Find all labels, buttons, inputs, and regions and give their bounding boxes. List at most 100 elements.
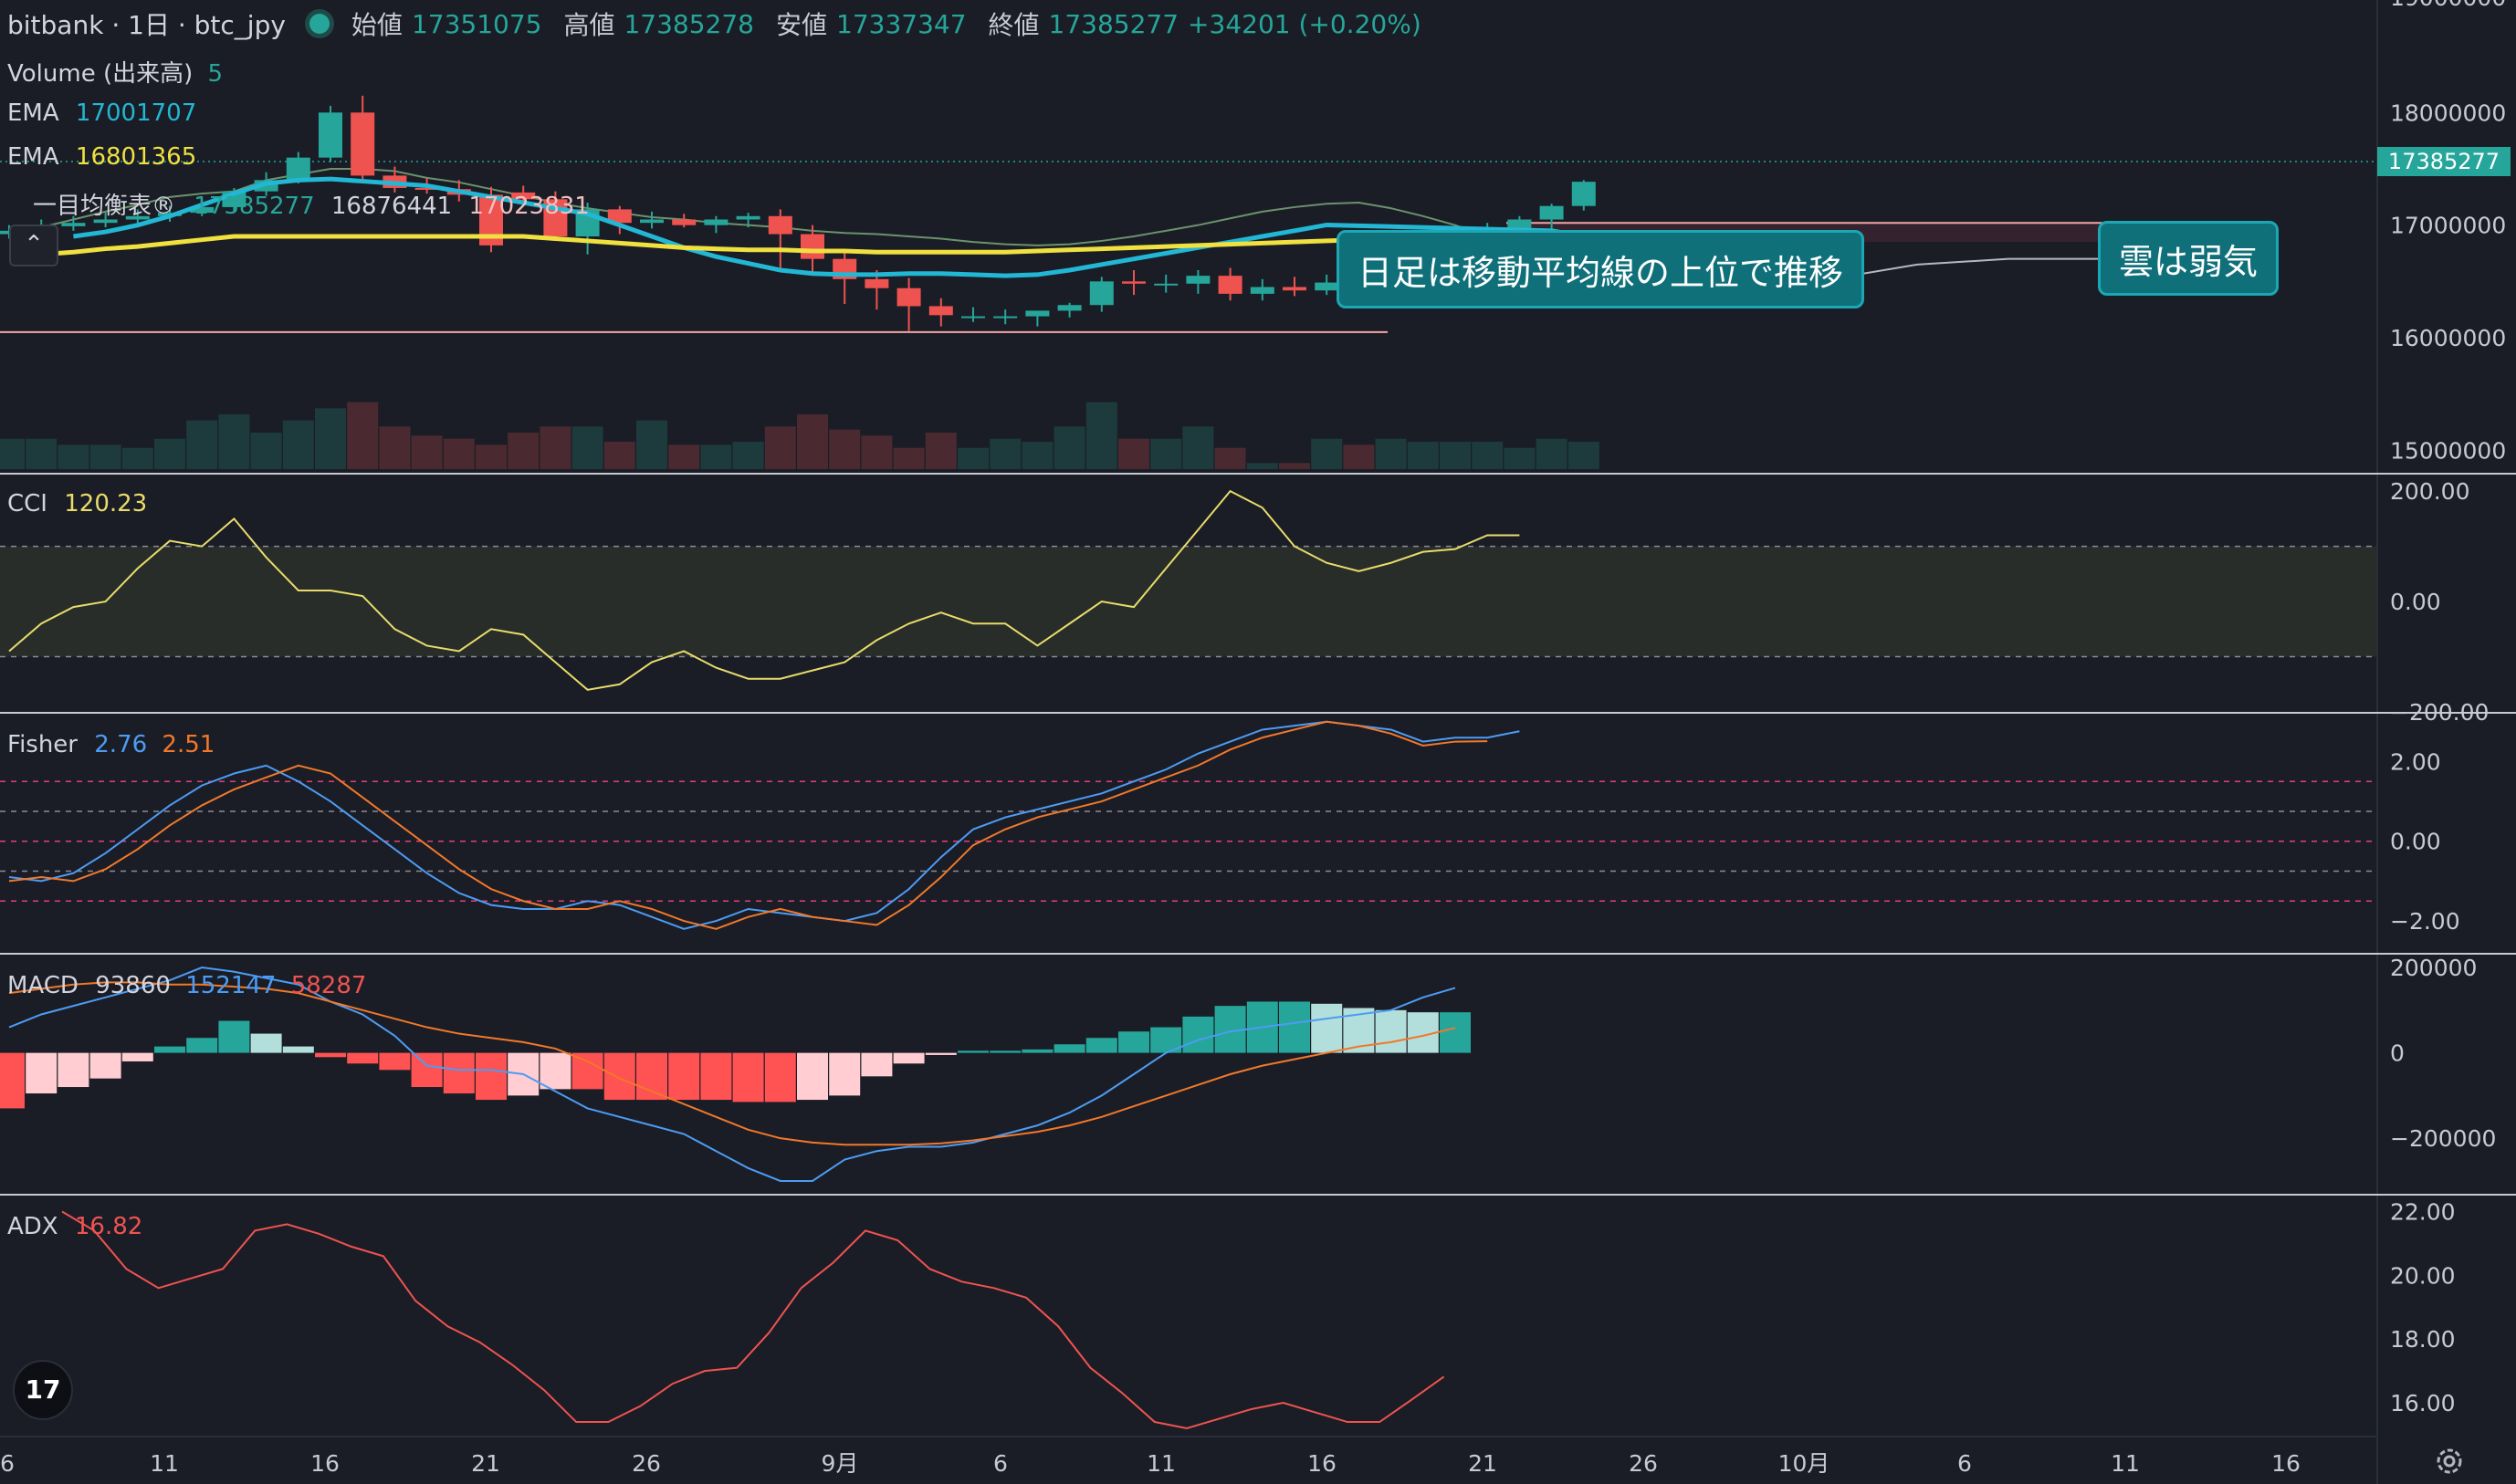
symbol-title[interactable]: bitbank · 1日 · btc_jpy (7, 10, 286, 40)
legend-ema2-value: 16801365 (75, 143, 197, 171)
macd-histogram-bar (732, 1052, 764, 1103)
adx-pane[interactable] (61, 1210, 1445, 1430)
macd-line (8, 967, 1456, 1182)
legend-macd-value2: 152147 (185, 972, 277, 999)
macd-histogram-bar (1054, 1044, 1085, 1053)
close-value: 17385277 (1048, 8, 1179, 39)
candle-body (93, 219, 118, 224)
symbol-header: bitbank · 1日 · btc_jpy 始値 17351075 高値 1738… (7, 5, 1421, 42)
legend-ema2[interactable]: EMA 16801365 (7, 143, 196, 171)
legend-macd[interactable]: MACD 93860 152147 58287 (7, 972, 366, 999)
volume-bar (797, 414, 828, 469)
last-price-tag: 17385277 (2377, 147, 2511, 176)
cci-line (8, 489, 1520, 691)
adx-axis-label: 22.00 (2390, 1198, 2456, 1225)
fisher-axis-label: −2.00 (2390, 908, 2460, 935)
legend-volume[interactable]: Volume (出来高) 5 (7, 55, 223, 89)
candle-body (511, 192, 536, 200)
legend-cci[interactable]: CCI 120.23 (7, 490, 147, 517)
annotation-callout-cloud[interactable]: 雲は弱気 (2098, 221, 2280, 296)
macd-histogram-bar (636, 1052, 667, 1101)
candle-body (865, 278, 889, 288)
candle-body (414, 187, 439, 190)
volume-bar (668, 444, 700, 469)
macd-histogram-bar (1375, 1009, 1407, 1053)
candle-body (801, 234, 824, 259)
macd-pane[interactable] (0, 967, 1471, 1182)
candle-body (1089, 281, 1114, 306)
macd-signal-line (8, 981, 1456, 1146)
legend-ichimoku-value2: 16876441 (330, 193, 453, 220)
macd-histogram-bar (1118, 1031, 1149, 1053)
legend-adx[interactable]: ADX 16.82 (7, 1213, 142, 1240)
time-axis-label: 21 (1468, 1450, 1497, 1477)
volume-bar (764, 426, 796, 469)
price-pane[interactable] (0, 95, 2377, 469)
volume-bar (1440, 442, 1471, 469)
macd-histogram-bar (700, 1052, 732, 1101)
macd-histogram-bar (1085, 1038, 1117, 1053)
annotation-callout-ma[interactable]: 日足は移動平均線の上位で推移 (1337, 230, 1865, 308)
volume-bar (186, 420, 218, 469)
price-axis-label-partial: 19000000 (2390, 0, 2506, 11)
volume-bar (282, 420, 314, 469)
legend-ema1[interactable]: EMA 17001707 (7, 99, 196, 127)
price-axis-label: 16000000 (2390, 325, 2506, 351)
legend-fisher-value1: 2.76 (94, 731, 148, 758)
macd-histogram-bar (603, 1052, 635, 1101)
candle-body (190, 206, 215, 214)
legend-fisher-value2: 2.51 (162, 731, 215, 758)
time-axis-label: 16 (2271, 1450, 2301, 1477)
macd-histogram-bar (893, 1052, 925, 1064)
time-axis-label: 11 (1147, 1450, 1176, 1477)
macd-histogram-bar (315, 1052, 346, 1058)
collapse-legend-button[interactable]: ⌃ (9, 225, 58, 266)
time-axis-label: 26 (632, 1450, 661, 1477)
macd-histogram-bar (58, 1052, 89, 1088)
candle-body (672, 219, 697, 225)
time-axis-label: 10月 (1778, 1450, 1830, 1477)
volume-bar (893, 447, 925, 469)
close-label: 終値 (988, 10, 1040, 40)
macd-histogram-bar (186, 1038, 218, 1053)
volume-bar (829, 429, 861, 469)
macd-histogram-bar (797, 1052, 828, 1101)
macd-histogram-bar (540, 1052, 571, 1090)
volume-bar (925, 433, 957, 469)
candle-body (768, 215, 792, 235)
candle-body (607, 209, 632, 224)
volume-bar (603, 442, 635, 469)
legend-macd-name: MACD (7, 972, 79, 999)
settings-gear-icon[interactable] (2434, 1446, 2465, 1477)
volume-bar (121, 447, 153, 469)
fisher-pane[interactable] (0, 720, 2377, 930)
legend-cci-name: CCI (7, 490, 47, 517)
tradingview-logo[interactable]: 17 (13, 1360, 73, 1420)
volume-bar (1536, 438, 1567, 469)
candle-body (1025, 310, 1050, 317)
macd-histogram-bar (476, 1052, 507, 1101)
cci-pane[interactable] (0, 489, 2377, 691)
macd-histogram-bar (218, 1020, 250, 1053)
volume-bar (1567, 442, 1599, 469)
volume-bar (1472, 442, 1504, 469)
candle-body (896, 287, 921, 307)
volume-bar (861, 435, 893, 469)
legend-cci-value: 120.23 (64, 490, 148, 517)
candle-body (286, 157, 310, 181)
legend-ema1-name: EMA (7, 99, 59, 127)
macd-histogram-bar (764, 1052, 796, 1103)
legend-fisher[interactable]: Fisher 2.76 2.51 (7, 731, 215, 758)
volume-bar (1343, 444, 1375, 469)
volume-bar (26, 438, 58, 469)
legend-ichimoku[interactable]: 一目均衡表® 17385277 16876441 17023831 (33, 187, 590, 221)
volume-bar (1279, 463, 1310, 469)
candle-body (125, 215, 150, 220)
low-value: 17337347 (836, 8, 967, 39)
volume-bar (990, 438, 1022, 469)
volume-bar (540, 426, 571, 469)
fisher-axis-label: 2.00 (2390, 748, 2441, 775)
volume-bar (636, 420, 667, 469)
volume-bar (443, 438, 475, 469)
